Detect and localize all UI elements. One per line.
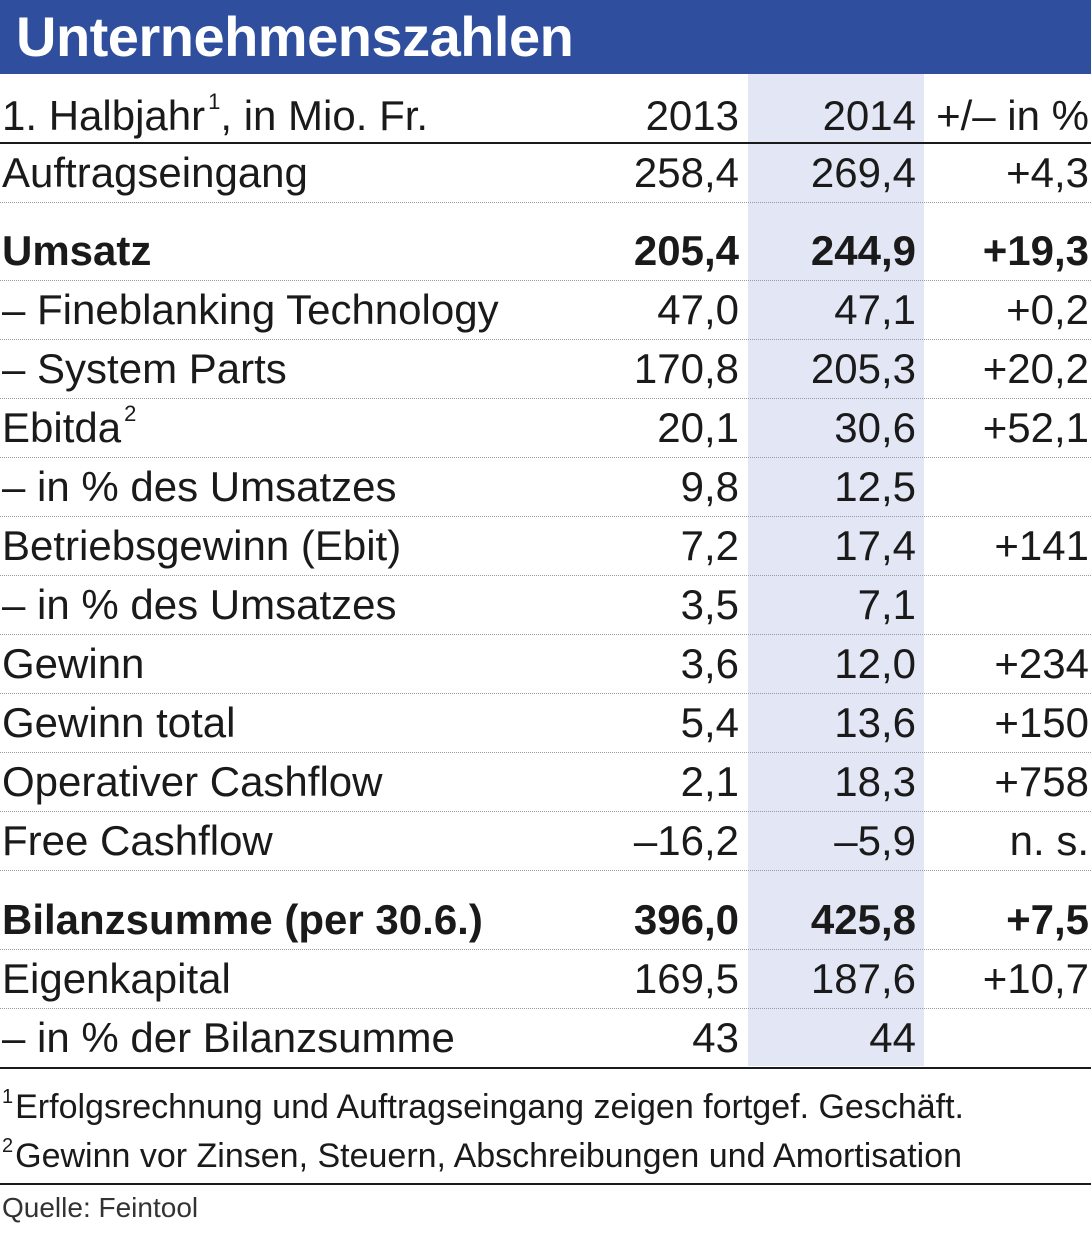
header-2014: 2014 — [822, 92, 916, 139]
value-change: +0,2 — [1006, 286, 1089, 333]
value-2013: –16,2 — [633, 817, 739, 864]
row-label: Auftragseingang — [2, 149, 308, 196]
footnote-1: 1Erfolgsrechnung und Auftragseingang zei… — [2, 1086, 964, 1128]
title-bar: Unternehmenszahlen — [0, 0, 1091, 74]
value-2013: 258,4 — [633, 149, 739, 196]
table-row-umsatz: Umsatz 205,4 244,9 +19,3 — [0, 222, 1091, 281]
bottom-divider — [0, 1183, 1091, 1185]
row-label: Gewinn — [2, 640, 145, 687]
row-label: Free Cashflow — [2, 817, 273, 864]
row-label: Betriebsgewinn (Ebit) — [2, 522, 402, 569]
value-change: +4,3 — [1006, 149, 1089, 196]
header-label-suffix: , in Mio. Fr. — [220, 92, 429, 139]
table-row-eigenkapital: Eigenkapital 169,5 187,6 +10,7 — [0, 950, 1091, 1009]
table-row-gewinn: Gewinn 3,6 12,0 +234 — [0, 635, 1091, 694]
header-label: 1. Halbjahr 1, in Mio. Fr. — [2, 89, 429, 142]
value-2013: 43 — [692, 1014, 739, 1061]
footnote-text: Gewinn vor Zinsen, Steuern, Abschreibung… — [15, 1137, 963, 1175]
table-row-system-parts: – System Parts 170,8 205,3 +20,2 — [0, 340, 1091, 399]
footnote-2: 2Gewinn vor Zinsen, Steuern, Abschreibun… — [2, 1135, 962, 1177]
row-label: – in % der Bilanzsumme — [2, 1014, 455, 1061]
value-2014: 244,9 — [810, 227, 916, 274]
value-2014: 187,6 — [810, 955, 916, 1002]
row-label: – System Parts — [2, 345, 287, 392]
table-row-ebit: Betriebsgewinn (Ebit) 7,2 17,4 +141 — [0, 517, 1091, 576]
row-label: Operativer Cashflow — [2, 758, 383, 805]
footnote-marker: 1 — [2, 1086, 14, 1108]
header-label-text: 1. Halbjahr — [2, 92, 206, 139]
value-2014: 269,4 — [810, 149, 916, 196]
value-2013: 169,5 — [633, 955, 739, 1002]
value-2014: 17,4 — [834, 522, 916, 569]
value-change: +758 — [994, 758, 1089, 805]
table-row-free-cashflow: Free Cashflow –16,2 –5,9 n. s. — [0, 812, 1091, 871]
row-label-text: Ebitda — [2, 404, 122, 451]
value-change: +19,3 — [982, 227, 1089, 274]
footnote-text: Erfolgsrechnung und Auftragseingang zeig… — [15, 1088, 964, 1126]
table-row-fineblanking: – Fineblanking Technology 47,0 47,1 +0,2 — [0, 281, 1091, 340]
row-label: Gewinn total — [2, 699, 236, 746]
row-label: – in % des Umsatzes — [2, 581, 397, 628]
table-row-operativer-cashflow: Operativer Cashflow 2,1 18,3 +758 — [0, 753, 1091, 812]
value-2013: 9,8 — [680, 463, 739, 510]
value-2013: 3,5 — [680, 581, 739, 628]
value-2013: 2,1 — [680, 758, 739, 805]
value-2014: –5,9 — [834, 817, 916, 864]
row-label: Umsatz — [2, 227, 152, 274]
row-label: Bilanzsumme (per 30.6.) — [2, 896, 483, 943]
value-change: +52,1 — [982, 404, 1089, 451]
value-2013: 396,0 — [633, 896, 739, 943]
value-2014: 205,3 — [810, 345, 916, 392]
value-2013: 7,2 — [680, 522, 739, 569]
value-change: +150 — [994, 699, 1089, 746]
value-2014: 12,0 — [834, 640, 916, 687]
value-change: +141 — [994, 522, 1089, 569]
value-2013: 170,8 — [633, 345, 739, 392]
value-2013: 47,0 — [657, 286, 739, 333]
table-row-auftragseingang: Auftragseingang 258,4 269,4 +4,3 — [0, 144, 1091, 203]
row-label: – Fineblanking Technology — [2, 286, 499, 333]
value-2013: 5,4 — [680, 699, 739, 746]
table-header: 1. Halbjahr 1, in Mio. Fr. 2013 2014 +/– … — [0, 89, 1091, 144]
value-change: +7,5 — [1006, 896, 1089, 943]
value-2014: 44 — [869, 1014, 916, 1061]
row-label: – in % des Umsatzes — [2, 463, 397, 510]
value-change: n. s. — [1009, 817, 1089, 864]
footnote-marker: 1 — [208, 89, 221, 114]
value-2014: 425,8 — [810, 896, 916, 943]
table-row-eigenkapital-quote: – in % der Bilanzsumme 43 44 — [0, 1009, 1091, 1069]
page-title: Unternehmenszahlen — [16, 5, 574, 68]
table-row-ebitda-margin: – in % des Umsatzes 9,8 12,5 — [0, 458, 1091, 517]
value-2013: 3,6 — [680, 640, 739, 687]
row-label: Eigenkapital — [2, 955, 231, 1002]
value-2014: 13,6 — [834, 699, 916, 746]
value-change: +10,7 — [982, 955, 1089, 1002]
table-row-gewinn-total: Gewinn total 5,4 13,6 +150 — [0, 694, 1091, 753]
header-change: +/– in % — [936, 92, 1089, 139]
value-change: +234 — [994, 640, 1089, 687]
value-2014: 7,1 — [857, 581, 916, 628]
highlight-column-2014 — [748, 74, 924, 1066]
value-2014: 12,5 — [834, 463, 916, 510]
table-row-bilanzsumme: Bilanzsumme (per 30.6.) 396,0 425,8 +7,5 — [0, 891, 1091, 950]
footnote-marker: 2 — [124, 401, 137, 426]
value-2014: 30,6 — [834, 404, 916, 451]
value-2013: 205,4 — [633, 227, 739, 274]
table-row-ebit-margin: – in % des Umsatzes 3,5 7,1 — [0, 576, 1091, 635]
value-2014: 47,1 — [834, 286, 916, 333]
source-credit: Quelle: Feintool — [2, 1192, 199, 1223]
row-label: Ebitda 2 — [2, 399, 136, 457]
value-2013: 20,1 — [657, 404, 739, 451]
footnote-marker: 2 — [2, 1135, 14, 1157]
value-2014: 18,3 — [834, 758, 916, 805]
table-row-ebitda: Ebitda 2 20,1 30,6 +52,1 — [0, 399, 1091, 458]
header-2013: 2013 — [645, 92, 739, 139]
value-change: +20,2 — [982, 345, 1089, 392]
